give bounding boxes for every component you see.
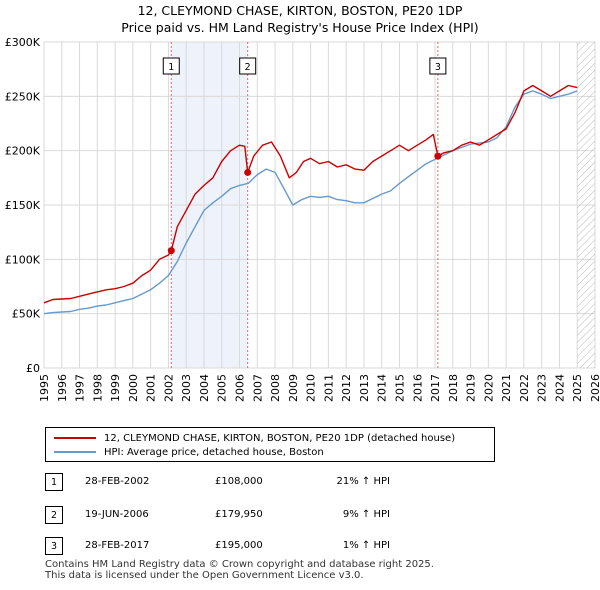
x-tick-label: 1997 [74,374,87,402]
x-tick-label: 2017 [429,374,442,402]
legend-item-property: 12, CLEYMOND CHASE, KIRTON, BOSTON, PE20… [54,431,455,445]
x-tick-label: 2021 [500,374,513,402]
transaction-price: £179,950 [215,509,263,520]
transaction-label: 3 [429,57,447,75]
x-tick-label: 2011 [322,374,335,402]
x-tick-label: 2024 [553,374,566,402]
x-tick-label: 2025 [571,374,584,402]
x-tick-label: 2023 [536,374,549,402]
x-tick-label: 2014 [376,374,389,402]
price-chart: 1 2 3 £0 £50K £100K £150K £200K £250K £300K 1995 1… [5,36,600,402]
x-tick-label: 2015 [393,374,406,402]
legend-property-swatch [54,437,96,439]
table-row: 2 19-JUN-2006 £179,950 9% ↑ HPI [45,506,465,524]
x-tick-label: 2009 [287,374,300,402]
x-tick-label: 2007 [251,374,264,402]
y-tick-label: £250K [5,90,41,103]
transaction-hpi: 21% ↑ HPI [336,476,390,487]
legend-item-hpi: HPI: Average price, detached house, Bost… [54,445,324,459]
transaction-hpi: 1% ↑ HPI [342,540,390,551]
transaction-number: 1 [45,473,63,491]
x-tick-label: 1999 [109,374,122,402]
y-tick-label: £0 [26,362,40,375]
transaction-label-box [162,57,180,75]
x-tick-label: 2020 [482,374,495,402]
x-tick-label: 2013 [358,374,371,402]
transaction-label-text: 3 [435,62,441,73]
transaction-label-box [429,57,447,75]
x-tick-label: 2006 [234,374,247,402]
x-tick-label: 2008 [269,374,282,402]
transaction-point [244,168,252,176]
x-tick-label: 2019 [465,374,478,402]
x-tick-label: 2003 [180,374,193,402]
transaction-number: 3 [45,537,63,555]
legend-hpi-swatch [54,451,96,453]
transaction-point [167,247,175,255]
y-tick-label: £100K [5,253,41,266]
chart-subtitle: Price paid vs. HM Land Registry's House … [121,20,479,35]
x-tick-label: 2004 [198,374,211,402]
transaction-label-text: 1 [168,62,174,73]
x-tick-label: 2010 [305,374,318,402]
y-tick-label: £300K [5,36,41,49]
footer-license: This data is licensed under the Open Gov… [45,570,364,581]
y-tick-label: £150K [5,199,41,212]
transaction-date: 28-FEB-2002 [85,476,150,487]
property-price-line [43,84,578,304]
x-tick-label: 2000 [127,374,140,402]
table-row: 3 28-FEB-2017 £195,000 1% ↑ HPI [45,537,465,555]
x-tick-label: 2005 [216,374,229,402]
x-tick-label: 2016 [411,374,424,402]
transaction-number: 2 [45,506,63,524]
future-hatch-region [577,42,595,368]
transaction-label: 2 [239,57,257,75]
legend: 12, CLEYMOND CHASE, KIRTON, BOSTON, PE20… [45,427,495,462]
transaction-price: £195,000 [215,540,263,551]
transaction-point [434,152,442,160]
legend-hpi-label: HPI: Average price, detached house, Bost… [104,446,324,458]
transaction-price: £108,000 [215,476,263,487]
transaction-label-text: 2 [245,62,251,73]
transaction-label: 1 [162,57,180,75]
transaction-date: 28-FEB-2017 [85,540,150,551]
hpi-line [43,90,578,315]
x-tick-label: 1998 [91,374,104,402]
footer: Contains HM Land Registry data © Crown c… [45,559,434,581]
x-tick-label: 2026 [589,374,600,402]
x-tick-label: 2012 [340,374,353,402]
x-tick-label: 2002 [162,374,175,402]
x-tick-label: 2001 [145,374,158,402]
transaction-hpi: 9% ↑ HPI [342,509,390,520]
y-tick-label: £200K [5,145,41,158]
transaction-label-box [239,57,257,75]
x-tick-label: 1995 [38,374,51,402]
x-tick-label: 2022 [518,374,531,402]
x-tick-label: 2018 [447,374,460,402]
legend-property-label: 12, CLEYMOND CHASE, KIRTON, BOSTON, PE20… [104,432,456,444]
chart-title: 12, CLEYMOND CHASE, KIRTON, BOSTON, PE20… [137,3,463,18]
transaction-date: 19-JUN-2006 [85,509,149,520]
footer-copyright: Contains HM Land Registry data © Crown c… [45,559,434,570]
y-tick-label: £50K [12,308,41,321]
table-row: 1 28-FEB-2002 £108,000 21% ↑ HPI [45,473,465,491]
x-tick-label: 1996 [56,374,69,402]
